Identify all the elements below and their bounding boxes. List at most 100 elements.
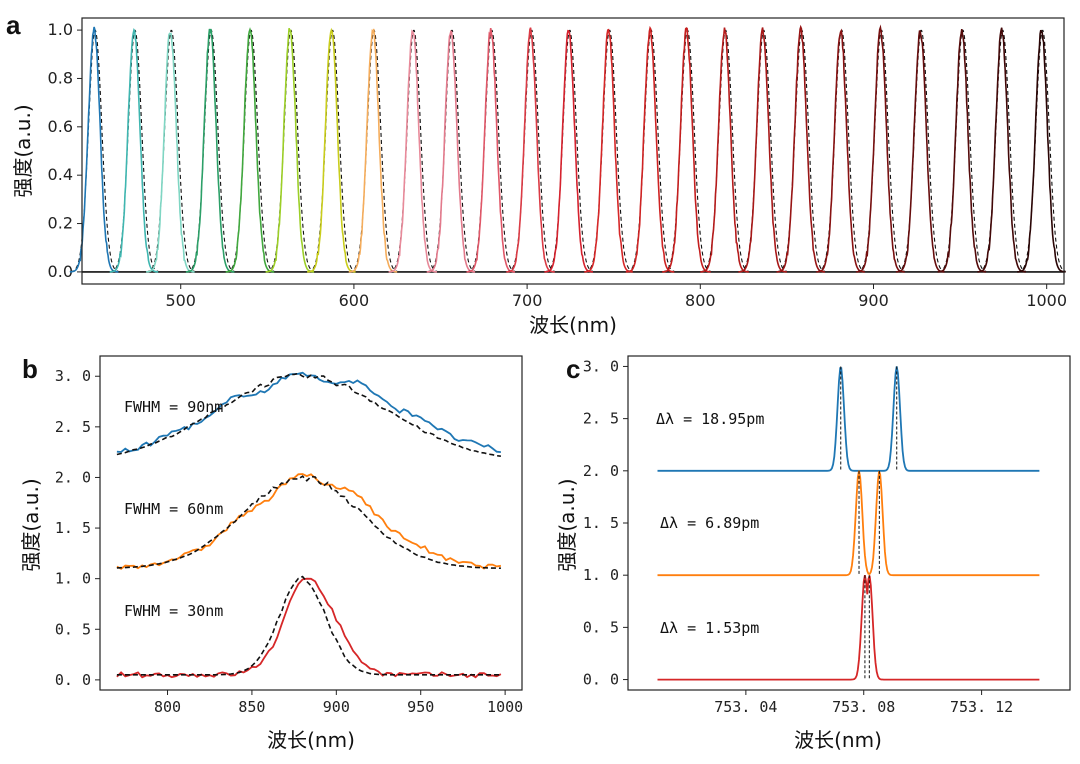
y-tick-label: 2. 5 (583, 410, 619, 428)
c-series-line-1 (657, 470, 1040, 577)
a-fit-line-656 (426, 29, 476, 273)
x-tick-label: 850 (238, 698, 265, 716)
x-tick-label: 500 (165, 291, 196, 310)
a-fit-line-997 (1017, 29, 1066, 273)
c-plot-frame (627, 355, 1071, 691)
a-plot-frame (81, 17, 1065, 285)
a-series-line-814 (700, 27, 749, 273)
a-axes: 500 600 700 800 900 1000 0.0 0.2 0.4 0.6 0.8 1.0 (48, 20, 1067, 310)
a-series-line-858 (776, 24, 826, 273)
y-tick-label: 2. 0 (583, 462, 619, 480)
panel-label-c: c (566, 354, 580, 384)
y-tick-label: 0.8 (48, 68, 73, 87)
a-fit-line-540 (225, 29, 275, 273)
a-series-line-450 (69, 26, 119, 273)
y-tick-label: 1. 0 (55, 570, 91, 588)
x-tick-label: 800 (154, 698, 181, 716)
y-tick-label: 1.0 (48, 20, 73, 39)
a-fit-line-679 (466, 29, 516, 273)
y-tick-label: 1. 5 (583, 514, 619, 532)
a-fit-line-634 (388, 29, 438, 273)
y-tick-label: 0. 0 (55, 671, 91, 689)
x-tick-label: 1000 (1026, 291, 1067, 310)
a-fit-line-473 (109, 29, 159, 273)
y-tick-label: 0. 5 (55, 620, 91, 638)
a-fit-line-587 (307, 29, 356, 273)
panel-label-a: a (6, 10, 21, 40)
panel-c: c 753. 04 753. 08 753. 12 0. 0 0. 5 1. 0 1. 5 2… (555, 354, 1071, 752)
a-series-line-927 (895, 30, 945, 273)
a-series (69, 24, 1066, 273)
y-tick-label: 1. 0 (583, 566, 619, 584)
a-fit-line-927 (895, 29, 945, 273)
x-tick-label: 800 (685, 291, 716, 310)
b-axes: 800 850 900 950 1000 0. 0 0. 5 1. 0 1. 5 2. 0 2. 5… (55, 367, 523, 716)
b-fit-line-2 (116, 575, 501, 676)
a-series-line-881 (816, 28, 865, 273)
x-tick-label: 900 (858, 291, 889, 310)
x-tick-label: 950 (407, 698, 434, 716)
a-fit-line-494 (146, 29, 195, 273)
b-fit-line-0 (116, 372, 501, 457)
a-fit-line-702 (506, 29, 555, 273)
a-fit-line-858 (776, 29, 826, 273)
x-tick-label: 753. 12 (950, 698, 1013, 716)
a-fit-line-974 (977, 29, 1027, 273)
a-series-line-836 (738, 27, 788, 273)
a-series-line-563 (265, 27, 315, 273)
a-fit-line-724 (544, 29, 594, 273)
b-annotation-90: FWHM = 90nm (124, 398, 223, 416)
c-annotation-689: Δλ = 6.89pm (660, 514, 759, 532)
b-fit-line-1 (116, 475, 501, 569)
a-series-line-611 (348, 28, 398, 273)
a-fit-line-517 (185, 29, 235, 273)
y-tick-label: 0.4 (48, 165, 73, 184)
a-series-line-517 (185, 28, 235, 273)
a-series-line-656 (426, 30, 476, 273)
a-fit-line-904 (856, 29, 905, 273)
y-tick-label: 3. 0 (55, 367, 91, 385)
x-tick-label: 700 (512, 291, 543, 310)
a-x-axis-label: 波长(nm) (529, 313, 617, 337)
a-series-line-771 (625, 25, 675, 273)
a-fit-line-792 (662, 29, 711, 273)
a-series-line-702 (506, 27, 555, 273)
a-series-line-587 (306, 27, 356, 273)
a-series-line-679 (466, 27, 516, 273)
a-y-axis-label: 强度(a.u.) (11, 104, 35, 197)
a-fit-line-771 (625, 29, 675, 273)
y-tick-label: 0.6 (48, 117, 73, 136)
panel-b: b 800 850 900 950 1000 0. 0 0. 5 1. 0 1. 5 2. 0 2.… (19, 354, 523, 752)
c-series (657, 366, 1040, 681)
x-tick-label: 753. 04 (714, 698, 777, 716)
y-tick-label: 1. 5 (55, 519, 91, 537)
y-tick-label: 0.0 (48, 262, 73, 281)
b-annotation-60: FWHM = 60nm (124, 500, 223, 518)
c-x-axis-label: 波长(nm) (794, 728, 882, 752)
y-tick-label: 0.2 (48, 214, 73, 233)
a-fit-line-611 (348, 29, 398, 273)
a-series-line-951 (937, 28, 987, 273)
y-tick-label: 2. 5 (55, 418, 91, 436)
c-series-line-0 (657, 366, 1040, 472)
y-tick-label: 3. 0 (583, 357, 619, 375)
a-fit-line-836 (738, 29, 788, 273)
a-fit-line-747 (584, 29, 633, 273)
b-plot-frame (99, 355, 523, 691)
a-series-line-634 (388, 29, 438, 273)
b-series (116, 371, 502, 679)
b-series-line-2 (116, 577, 502, 679)
c-series-line-2 (657, 575, 1040, 681)
x-tick-label: 753. 08 (832, 698, 895, 716)
a-series-line-494 (145, 32, 195, 273)
a-fit-line-563 (265, 29, 315, 273)
a-fit-line-814 (700, 29, 749, 273)
c-annotation-1895: Δλ = 18.95pm (656, 410, 764, 428)
y-tick-label: 2. 0 (55, 468, 91, 486)
a-fit-line-881 (816, 29, 865, 273)
b-y-axis-label: 强度(a.u.) (19, 478, 43, 571)
a-series-line-974 (977, 27, 1027, 273)
a-series-line-792 (662, 27, 711, 273)
x-tick-label: 900 (323, 698, 350, 716)
